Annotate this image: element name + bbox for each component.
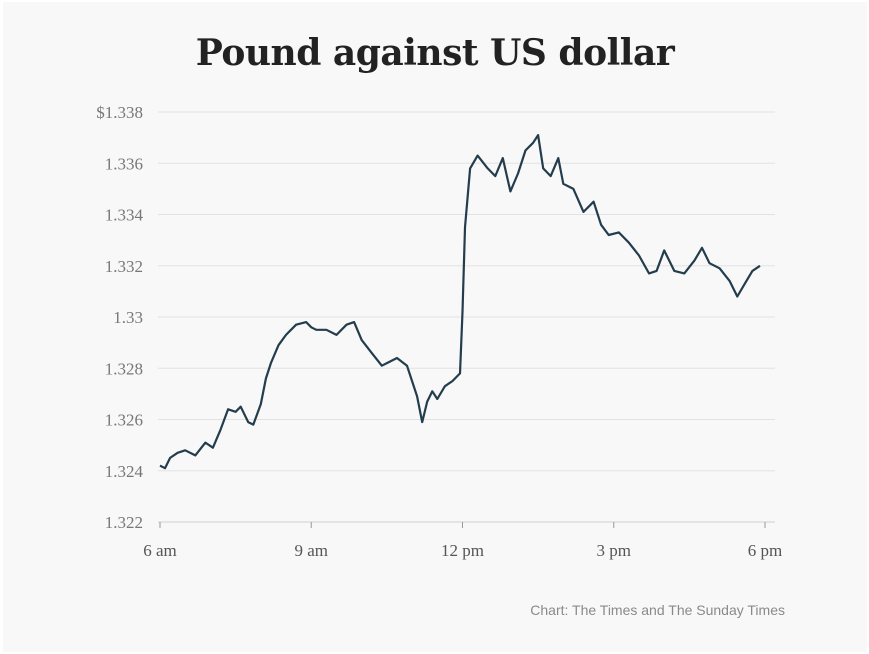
y-tick-label: 1.326: [105, 411, 143, 430]
x-axis-tick-labels: 6 am 9 am 12 pm 3 pm 6 pm: [143, 541, 782, 560]
y-tick-label: 1.334: [105, 206, 144, 225]
y-tick-label: 1.33: [113, 308, 143, 327]
chart-source: Chart: The Times and The Sunday Times: [530, 602, 785, 618]
x-axis: [158, 521, 775, 528]
gridlines: [158, 111, 775, 472]
y-tick-label: 1.332: [105, 257, 143, 276]
x-tick-label: 6 am: [143, 541, 177, 560]
y-tick-label: 1.328: [105, 359, 143, 378]
y-tick-label: $1.338: [96, 103, 143, 122]
x-tick-label: 9 am: [294, 541, 328, 560]
x-tick-label: 6 pm: [748, 541, 782, 560]
chart-panel: Pound against US dollar 1.322 1.324 1.326 1…: [3, 2, 867, 652]
y-tick-label: 1.336: [105, 154, 143, 173]
series-line: [159, 134, 761, 470]
chart-title: Pound against US dollar: [195, 32, 675, 74]
y-axis-tick-labels: 1.322 1.324 1.326 1.328 1.33 1.332 1.334 1.336 $…: [96, 103, 143, 532]
y-tick-label: 1.322: [105, 513, 143, 532]
y-tick-label: 1.324: [105, 462, 144, 481]
x-tick-label: 12 pm: [441, 541, 484, 560]
x-tick-label: 3 pm: [597, 541, 631, 560]
line-chart: 1.322 1.324 1.326 1.328 1.33 1.332 1.334 1.336 $…: [96, 103, 782, 560]
